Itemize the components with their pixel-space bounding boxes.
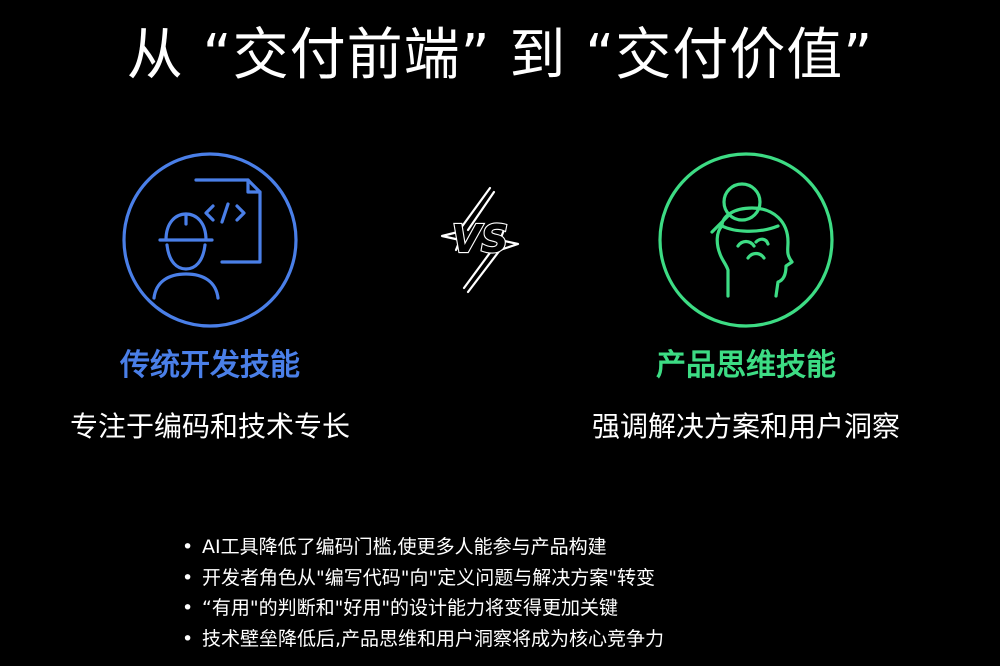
bullet-item: “有用"的判断和"好用"的设计能力将变得更加关键 (180, 593, 664, 624)
vs-text: VS (452, 217, 509, 261)
vs-icon: VS (440, 186, 520, 294)
page-title: 从 “交付前端” 到 “交付价值” (126, 23, 874, 88)
bullet-item: 开发者角色从"编写代码"向"定义问题与解决方案"转变 (180, 563, 664, 594)
bullet-list: AI工具降低了编码门槛,使更多人能参与产品构建 开发者角色从"编写代码"向"定义… (180, 532, 664, 654)
traditional-skills-desc: 专注于编码和技术专长 (69, 410, 350, 443)
bullet-item: AI工具降低了编码门槛,使更多人能参与产品构建 (180, 532, 664, 563)
product-thinking-title: 产品思维技能 (656, 348, 836, 383)
product-thinking-desc: 强调解决方案和用户洞察 (591, 410, 900, 443)
engineer-code-icon (122, 152, 298, 328)
bullet-item: 技术壁垒降低后,产品思维和用户洞察将成为核心竞争力 (180, 624, 664, 655)
head-magnifier-icon (658, 152, 834, 328)
traditional-skills-title: 传统开发技能 (120, 348, 300, 383)
